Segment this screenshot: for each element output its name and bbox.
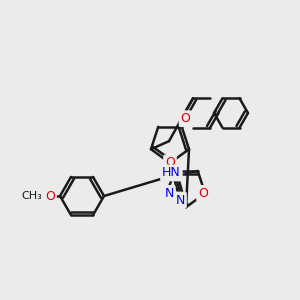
Text: O: O [181,112,190,125]
Text: O: O [198,187,208,200]
Text: N: N [164,187,174,200]
Text: CH₃: CH₃ [22,191,42,201]
Text: N: N [176,194,185,206]
Text: O: O [165,157,175,169]
Text: O: O [45,190,55,202]
Text: HN: HN [162,167,181,179]
